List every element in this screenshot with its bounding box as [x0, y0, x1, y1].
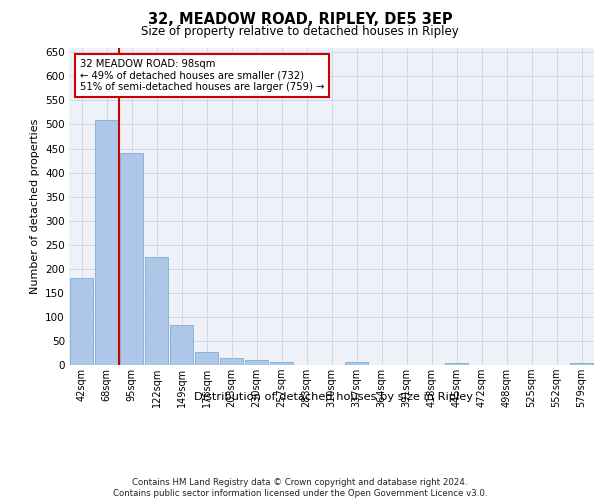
Y-axis label: Number of detached properties: Number of detached properties: [29, 118, 40, 294]
Bar: [220, 358, 243, 365]
Bar: [170, 325, 193, 365]
Bar: [95, 120, 118, 365]
Bar: [120, 154, 143, 365]
Text: 32 MEADOW ROAD: 98sqm
← 49% of detached houses are smaller (732)
51% of semi-det: 32 MEADOW ROAD: 98sqm ← 49% of detached …: [79, 58, 324, 92]
Bar: [270, 362, 293, 365]
Bar: [195, 352, 218, 365]
Bar: [70, 278, 93, 365]
Text: Size of property relative to detached houses in Ripley: Size of property relative to detached ho…: [141, 25, 459, 38]
Text: 32, MEADOW ROAD, RIPLEY, DE5 3EP: 32, MEADOW ROAD, RIPLEY, DE5 3EP: [148, 12, 452, 28]
Bar: [145, 257, 168, 365]
Bar: [245, 360, 268, 365]
Bar: [345, 362, 368, 365]
Bar: [570, 362, 593, 365]
Text: Distribution of detached houses by size in Ripley: Distribution of detached houses by size …: [194, 392, 473, 402]
Bar: [445, 362, 468, 365]
Text: Contains HM Land Registry data © Crown copyright and database right 2024.
Contai: Contains HM Land Registry data © Crown c…: [113, 478, 487, 498]
